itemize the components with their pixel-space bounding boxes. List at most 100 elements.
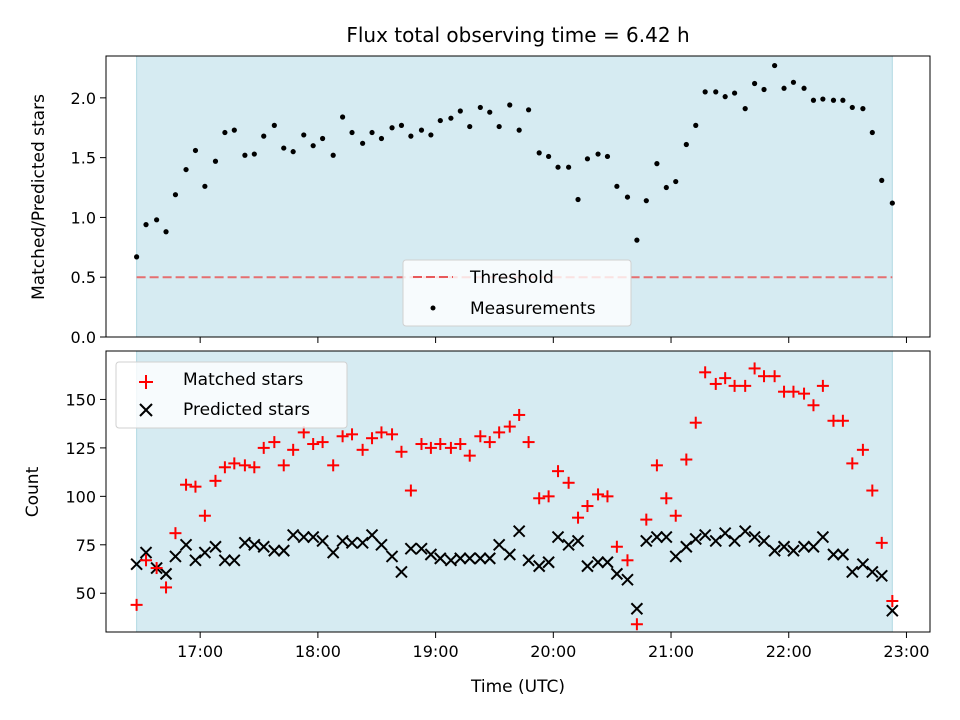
predicted-star-marker [621,573,634,586]
matched-star-marker [356,443,369,456]
predicted-star-marker [768,544,781,557]
matched-star-marker [816,379,829,392]
predicted-star-marker [581,559,594,573]
matched-star-marker [798,387,811,400]
count-x-tick-label: 17:00 [177,642,223,661]
matched-star-marker [307,438,320,451]
predicted-star-marker [816,530,830,544]
predicted-star-marker [757,534,771,548]
measurement-point [781,85,787,91]
measurement-point [801,85,807,91]
matched-star-marker [238,459,251,472]
measurement-point [683,141,689,148]
measurement-point [496,123,502,130]
matched-star-marker [248,461,261,474]
matched-star-marker [542,490,555,503]
measurement-point [634,237,640,243]
measurement-point [467,123,473,130]
predicted-star-marker [248,538,261,552]
measurement-point [810,97,817,103]
predicted-star-marker [139,546,153,559]
matched-star-marker [209,474,222,487]
predicted-star-marker [591,556,605,569]
ratio-legend: Threshold Measurements [402,259,632,327]
predicted-star-marker [689,532,702,546]
predicted-star-marker [297,530,310,544]
measurement-point [525,107,532,113]
legend-matched-swatch [139,375,153,389]
count-y-axis-label: Count [23,466,43,517]
matched-star-marker [533,492,546,505]
predicted-star-marker [669,550,682,563]
predicted-star-marker [532,559,546,573]
measurement-points [134,62,895,260]
count-y-tick-label: 150 [65,390,96,409]
predicted-star-marker [728,534,741,548]
measurement-point [310,143,316,149]
predicted-star-marker [385,550,399,563]
count-axes-frame [105,350,931,633]
measurement-point [731,90,738,96]
matched-star-marker [346,428,359,441]
measurement-point [408,133,414,139]
measurement-point [418,127,425,133]
measurement-point [163,229,169,235]
predicted-star-marker [424,548,438,561]
measurement-point [624,194,631,200]
predicted-star-marker [434,552,447,565]
count-legend-box [115,361,348,429]
measurement-point [575,196,581,203]
matched-star-marker [758,370,771,383]
predicted-star-marker [610,567,624,581]
predicted-star-marker [189,554,202,567]
measurement-point [790,79,797,85]
matched-star-marker [875,536,888,549]
matched-star-marker [610,540,623,553]
measurement-point [487,109,493,115]
measurement-point [879,177,885,183]
measurement-point [222,129,228,136]
matched-star-marker [140,554,153,567]
matched-star-marker [699,366,712,379]
matched-star-marker [739,379,752,392]
measurement-point [202,183,208,189]
measurement-point [643,198,649,204]
matched-star-marker [640,513,653,526]
predicted-star-marker [454,552,467,565]
predicted-star-marker [198,546,212,559]
matched-star-marker [366,432,379,445]
predicted-star-marker [866,565,879,579]
matched-star-marker [552,465,565,478]
predicted-stars-points [130,525,899,617]
predicted-star-marker [415,542,428,555]
legend-measurements-label: Measurements [470,299,596,319]
measurement-point [154,217,160,223]
measurement-point [752,80,758,87]
matched-star-marker [180,478,193,491]
predicted-star-marker [787,544,800,557]
matched-star-marker [454,438,467,451]
predicted-star-marker [542,556,555,569]
measurement-point [369,129,375,136]
matched-star-marker [463,449,476,462]
predicted-star-marker [492,538,506,552]
measurement-point [889,200,895,206]
matched-star-marker [327,459,340,472]
measurement-point [713,89,719,95]
measurement-point [555,164,561,170]
matched-star-marker [483,436,496,449]
predicted-star-marker [463,552,476,565]
predicted-star-marker [268,544,281,557]
measurement-point [761,86,767,93]
predicted-star-marker [277,544,290,557]
predicted-star-marker [660,530,673,544]
predicted-star-marker [797,540,811,553]
matched-star-marker [160,581,173,594]
predicted-star-marker [886,604,899,617]
predicted-star-marker [630,602,644,615]
count-x-tick-label: 23:00 [883,642,929,661]
measurement-point [536,150,542,156]
predicted-star-marker [474,552,487,565]
matched-star-marker [404,484,417,497]
